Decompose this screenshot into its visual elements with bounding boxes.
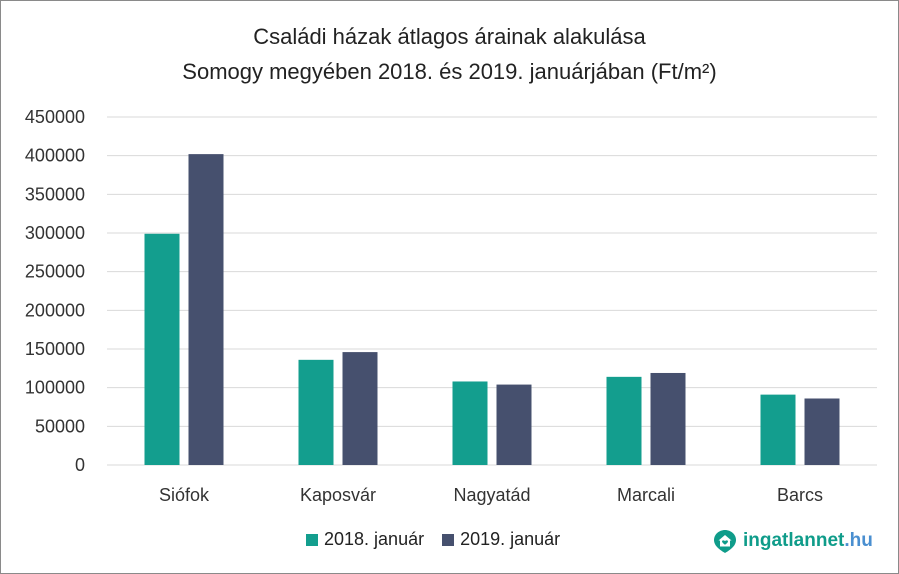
bar-kaposvár-2019 [342, 352, 378, 465]
legend-item-2018: 2018. január [306, 529, 424, 550]
bar-barcs-2019 [804, 398, 840, 465]
x-tick-label: Siófok [159, 485, 210, 505]
bar-marcali-2018 [606, 376, 642, 465]
legend-item-2019: 2019. január [442, 529, 560, 550]
bar-nagyatád-2018 [452, 381, 488, 465]
y-tick-label: 150000 [25, 339, 85, 359]
y-axis-ticks: 0 50000 100000 150000 200000 250000 300000 3500… [25, 107, 85, 475]
legend-swatch-2019 [442, 533, 455, 546]
bars [144, 154, 840, 465]
bar-siófok-2019 [188, 154, 224, 465]
chart-title-line-1: Családi házak átlagos árainak alakulása [253, 24, 646, 49]
brand-logo: ingatlannet .hu [711, 527, 873, 555]
chart-title-line-2: Somogy megyében 2018. és 2019. januárjáb… [182, 59, 717, 84]
legend-label-2019: 2019. január [460, 529, 561, 549]
y-tick-label: 300000 [25, 223, 85, 243]
gridlines [107, 116, 877, 466]
legend-label-2018: 2018. január [324, 529, 425, 549]
x-tick-label: Marcali [617, 485, 675, 505]
x-tick-label: Nagyatád [453, 485, 530, 505]
y-tick-label: 250000 [25, 262, 85, 282]
bar-kaposvár-2018 [298, 359, 334, 465]
legend-swatch-2018 [306, 533, 318, 546]
legend: 2018. január 2019. január [306, 529, 560, 550]
x-axis-ticks: Siófok Kaposvár Nagyatád Marcali Barcs [159, 485, 823, 505]
y-tick-label: 100000 [25, 378, 85, 398]
brand-tld: .hu [844, 530, 873, 551]
bar-siófok-2018 [144, 233, 180, 465]
y-tick-label: 0 [75, 455, 85, 475]
bar-barcs-2018 [760, 394, 796, 465]
x-tick-label: Kaposvár [300, 485, 376, 505]
brand-name: ingatlannet [743, 530, 845, 551]
x-tick-label: Barcs [777, 485, 823, 505]
house-heart-icon [714, 530, 736, 553]
y-tick-label: 350000 [25, 184, 85, 204]
y-tick-label: 200000 [25, 300, 85, 320]
bar-marcali-2019 [650, 372, 686, 465]
y-tick-label: 50000 [35, 416, 85, 436]
y-tick-label: 450000 [25, 107, 85, 127]
bar-nagyatád-2019 [496, 384, 532, 465]
y-tick-label: 400000 [25, 146, 85, 166]
